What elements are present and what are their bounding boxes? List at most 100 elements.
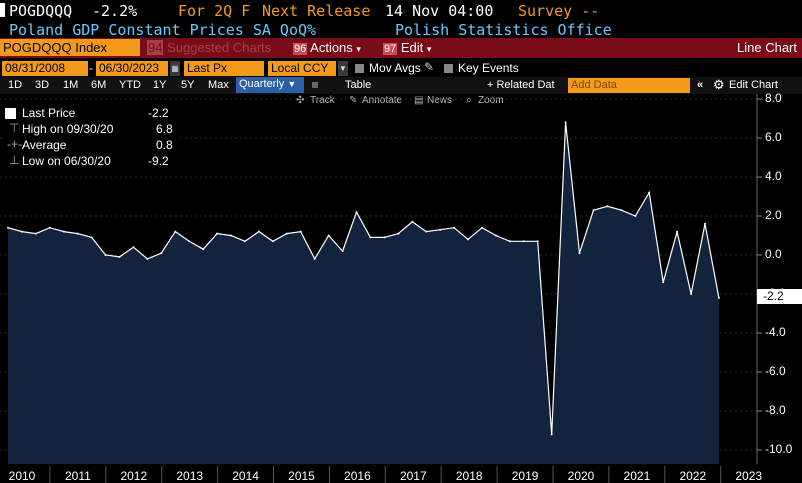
y-tick-label: 8.0 bbox=[765, 91, 782, 105]
pencil-icon[interactable]: ✎ bbox=[424, 60, 435, 74]
x-tick-label: 2018 bbox=[456, 469, 483, 483]
collapse-icon[interactable]: « bbox=[697, 79, 704, 91]
last-value-tag: -2.2 bbox=[757, 289, 802, 304]
annotate-tool[interactable]: Annotate bbox=[362, 95, 403, 106]
edit-menu[interactable]: 97 Edit ▾ bbox=[380, 39, 450, 56]
data-point bbox=[257, 230, 260, 233]
data-point bbox=[34, 232, 37, 235]
range-3d[interactable]: 3D bbox=[35, 79, 50, 91]
range-5y[interactable]: 5Y bbox=[181, 79, 195, 91]
settings-icon[interactable]: ⚙ bbox=[713, 77, 725, 92]
table-toggle[interactable]: Table bbox=[345, 79, 372, 91]
average-marker-icon: -+- bbox=[7, 137, 22, 151]
legend-low-value: -9.2 bbox=[148, 154, 169, 168]
add-data-input[interactable]: Add Data bbox=[568, 78, 690, 93]
track-tool[interactable]: Track bbox=[310, 95, 335, 106]
range-1d[interactable]: 1D bbox=[8, 79, 23, 91]
range-max[interactable]: Max bbox=[208, 79, 229, 91]
y-tick-label: 0.0 bbox=[765, 247, 782, 261]
suggested-charts-num: 94 bbox=[147, 40, 164, 55]
table-checkbox[interactable] bbox=[312, 82, 318, 88]
header-marker bbox=[0, 3, 5, 17]
data-point bbox=[494, 234, 497, 237]
next-release-value: 14 Nov 04:00 bbox=[385, 2, 494, 20]
data-point bbox=[662, 281, 665, 284]
key-events-checkbox[interactable] bbox=[444, 64, 453, 73]
legend-last-price[interactable]: Last Price -2.2 bbox=[2, 106, 178, 122]
header-value: -2.2% bbox=[92, 2, 138, 20]
suggested-charts-button[interactable]: 94 Suggested Charts bbox=[144, 39, 284, 56]
edit-label: Edit bbox=[400, 40, 424, 55]
data-point bbox=[620, 209, 623, 212]
x-tick-label: 2020 bbox=[568, 469, 595, 483]
security-field[interactable]: POGDQQQ Index bbox=[0, 39, 140, 56]
mov-avgs-label: Mov Avgs bbox=[369, 61, 421, 75]
data-point bbox=[188, 240, 191, 243]
header-row: POGDQQQ -2.2% For 2Q F Next Release 14 N… bbox=[0, 0, 802, 21]
calendar-icon[interactable]: ▦ bbox=[170, 61, 180, 76]
data-point bbox=[648, 191, 651, 194]
y-tick-label: -6.0 bbox=[765, 364, 786, 378]
range-6m[interactable]: 6M bbox=[91, 79, 107, 91]
x-tick-label: 2017 bbox=[400, 469, 427, 483]
data-point bbox=[313, 257, 316, 260]
mov-avgs-checkbox[interactable] bbox=[355, 64, 364, 73]
last-value-tag-text: -2.2 bbox=[763, 289, 784, 303]
data-point bbox=[118, 255, 121, 258]
data-point bbox=[76, 232, 79, 235]
zoom-tool[interactable]: Zoom bbox=[478, 95, 504, 106]
news-icon: ▤ bbox=[414, 95, 424, 106]
end-date-field[interactable]: 06/30/2023 bbox=[96, 61, 168, 76]
data-point bbox=[425, 230, 428, 233]
chart-type-title: Line Chart bbox=[737, 40, 797, 55]
legend-last-value: -2.2 bbox=[148, 106, 169, 120]
x-tick-label: 2013 bbox=[176, 469, 203, 483]
data-point bbox=[202, 248, 205, 251]
data-point bbox=[216, 232, 219, 235]
currency-dropdown-icon[interactable]: ▼ bbox=[338, 61, 348, 76]
x-tick-label: 2023 bbox=[735, 469, 762, 483]
next-release-label: Next Release bbox=[262, 2, 371, 20]
x-tick-label: 2011 bbox=[65, 469, 91, 483]
actions-num: 96 bbox=[293, 43, 308, 55]
legend-last-label: Last Price bbox=[22, 106, 76, 120]
data-point bbox=[104, 254, 107, 256]
data-point bbox=[411, 220, 414, 223]
y-tick-label: 4.0 bbox=[765, 169, 782, 183]
series-area bbox=[8, 122, 719, 465]
start-date-field[interactable]: 08/31/2008 bbox=[2, 61, 88, 76]
actions-menu[interactable]: 96 Actions ▾ bbox=[290, 39, 374, 56]
chart-toolbar: POGDQQQ Index 94 Suggested Charts 96 Act… bbox=[0, 38, 802, 58]
price-field-select[interactable]: Last Px bbox=[184, 61, 264, 76]
actions-dropdown-icon: ▾ bbox=[356, 44, 361, 54]
x-tick-label: 2022 bbox=[679, 469, 706, 483]
range-ytd[interactable]: YTD bbox=[119, 79, 141, 91]
range-bar: 1D 3D 1M 6M YTD 1Y 5Y Max Quarterly ▼ Ta… bbox=[0, 77, 802, 94]
header-ticker: POGDQQQ bbox=[9, 2, 73, 20]
data-point bbox=[160, 252, 163, 255]
x-tick-label: 2010 bbox=[9, 469, 36, 483]
range-1y[interactable]: 1Y bbox=[153, 79, 167, 91]
security-description: Poland GDP Constant Prices SA QoQ% bbox=[9, 21, 317, 39]
series-line bbox=[7, 122, 720, 435]
legend-average: -+- Average 0.8 bbox=[2, 137, 178, 154]
edit-chart-button[interactable]: Edit Chart bbox=[729, 79, 778, 91]
low-marker-icon: ⊥ bbox=[9, 153, 20, 167]
data-point bbox=[62, 230, 65, 233]
edit-num: 97 bbox=[383, 43, 398, 55]
data-point bbox=[606, 205, 609, 208]
data-point bbox=[244, 240, 246, 243]
data-point bbox=[90, 236, 93, 239]
currency-select[interactable]: Local CCY bbox=[268, 61, 336, 76]
gdp-chart[interactable]: 2010 2011 2012 2013 2014 2015 2016 2017 2018 2019… bbox=[0, 94, 802, 483]
related-data-button[interactable]: + Related Dat bbox=[487, 79, 555, 91]
data-point bbox=[717, 296, 720, 299]
data-point bbox=[690, 293, 693, 295]
periodicity-select[interactable]: Quarterly ▼ bbox=[236, 77, 304, 93]
range-1m[interactable]: 1M bbox=[63, 79, 79, 91]
actions-label: Actions bbox=[310, 40, 353, 55]
data-point bbox=[634, 215, 637, 217]
news-tool[interactable]: News bbox=[427, 95, 453, 106]
data-point bbox=[230, 234, 232, 237]
legend-high: ⊤ High on 09/30/20 6.8 bbox=[2, 121, 178, 138]
